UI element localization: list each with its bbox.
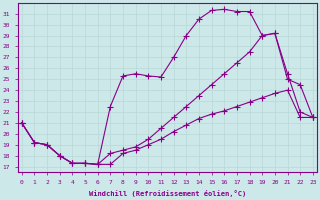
X-axis label: Windchill (Refroidissement éolien,°C): Windchill (Refroidissement éolien,°C) bbox=[89, 190, 246, 197]
